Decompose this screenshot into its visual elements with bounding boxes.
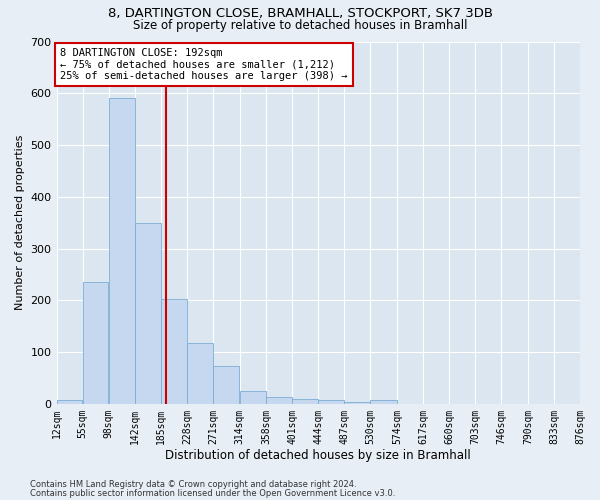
- Text: 8, DARTINGTON CLOSE, BRAMHALL, STOCKPORT, SK7 3DB: 8, DARTINGTON CLOSE, BRAMHALL, STOCKPORT…: [107, 8, 493, 20]
- Text: 8 DARTINGTON CLOSE: 192sqm
← 75% of detached houses are smaller (1,212)
25% of s: 8 DARTINGTON CLOSE: 192sqm ← 75% of deta…: [60, 48, 347, 81]
- Text: Contains public sector information licensed under the Open Government Licence v3: Contains public sector information licen…: [30, 488, 395, 498]
- Text: Contains HM Land Registry data © Crown copyright and database right 2024.: Contains HM Land Registry data © Crown c…: [30, 480, 356, 489]
- Bar: [318, 400, 344, 404]
- Bar: [136, 222, 161, 404]
- Bar: [292, 398, 318, 404]
- Bar: [161, 299, 187, 404]
- Bar: [266, 396, 292, 404]
- Bar: [56, 400, 82, 404]
- Bar: [370, 400, 397, 404]
- Text: Size of property relative to detached houses in Bramhall: Size of property relative to detached ho…: [133, 19, 467, 32]
- Bar: [109, 98, 135, 404]
- X-axis label: Distribution of detached houses by size in Bramhall: Distribution of detached houses by size …: [166, 450, 471, 462]
- Y-axis label: Number of detached properties: Number of detached properties: [15, 135, 25, 310]
- Bar: [187, 344, 213, 404]
- Bar: [239, 391, 266, 404]
- Bar: [344, 402, 370, 404]
- Bar: [214, 366, 239, 404]
- Bar: [83, 282, 109, 404]
